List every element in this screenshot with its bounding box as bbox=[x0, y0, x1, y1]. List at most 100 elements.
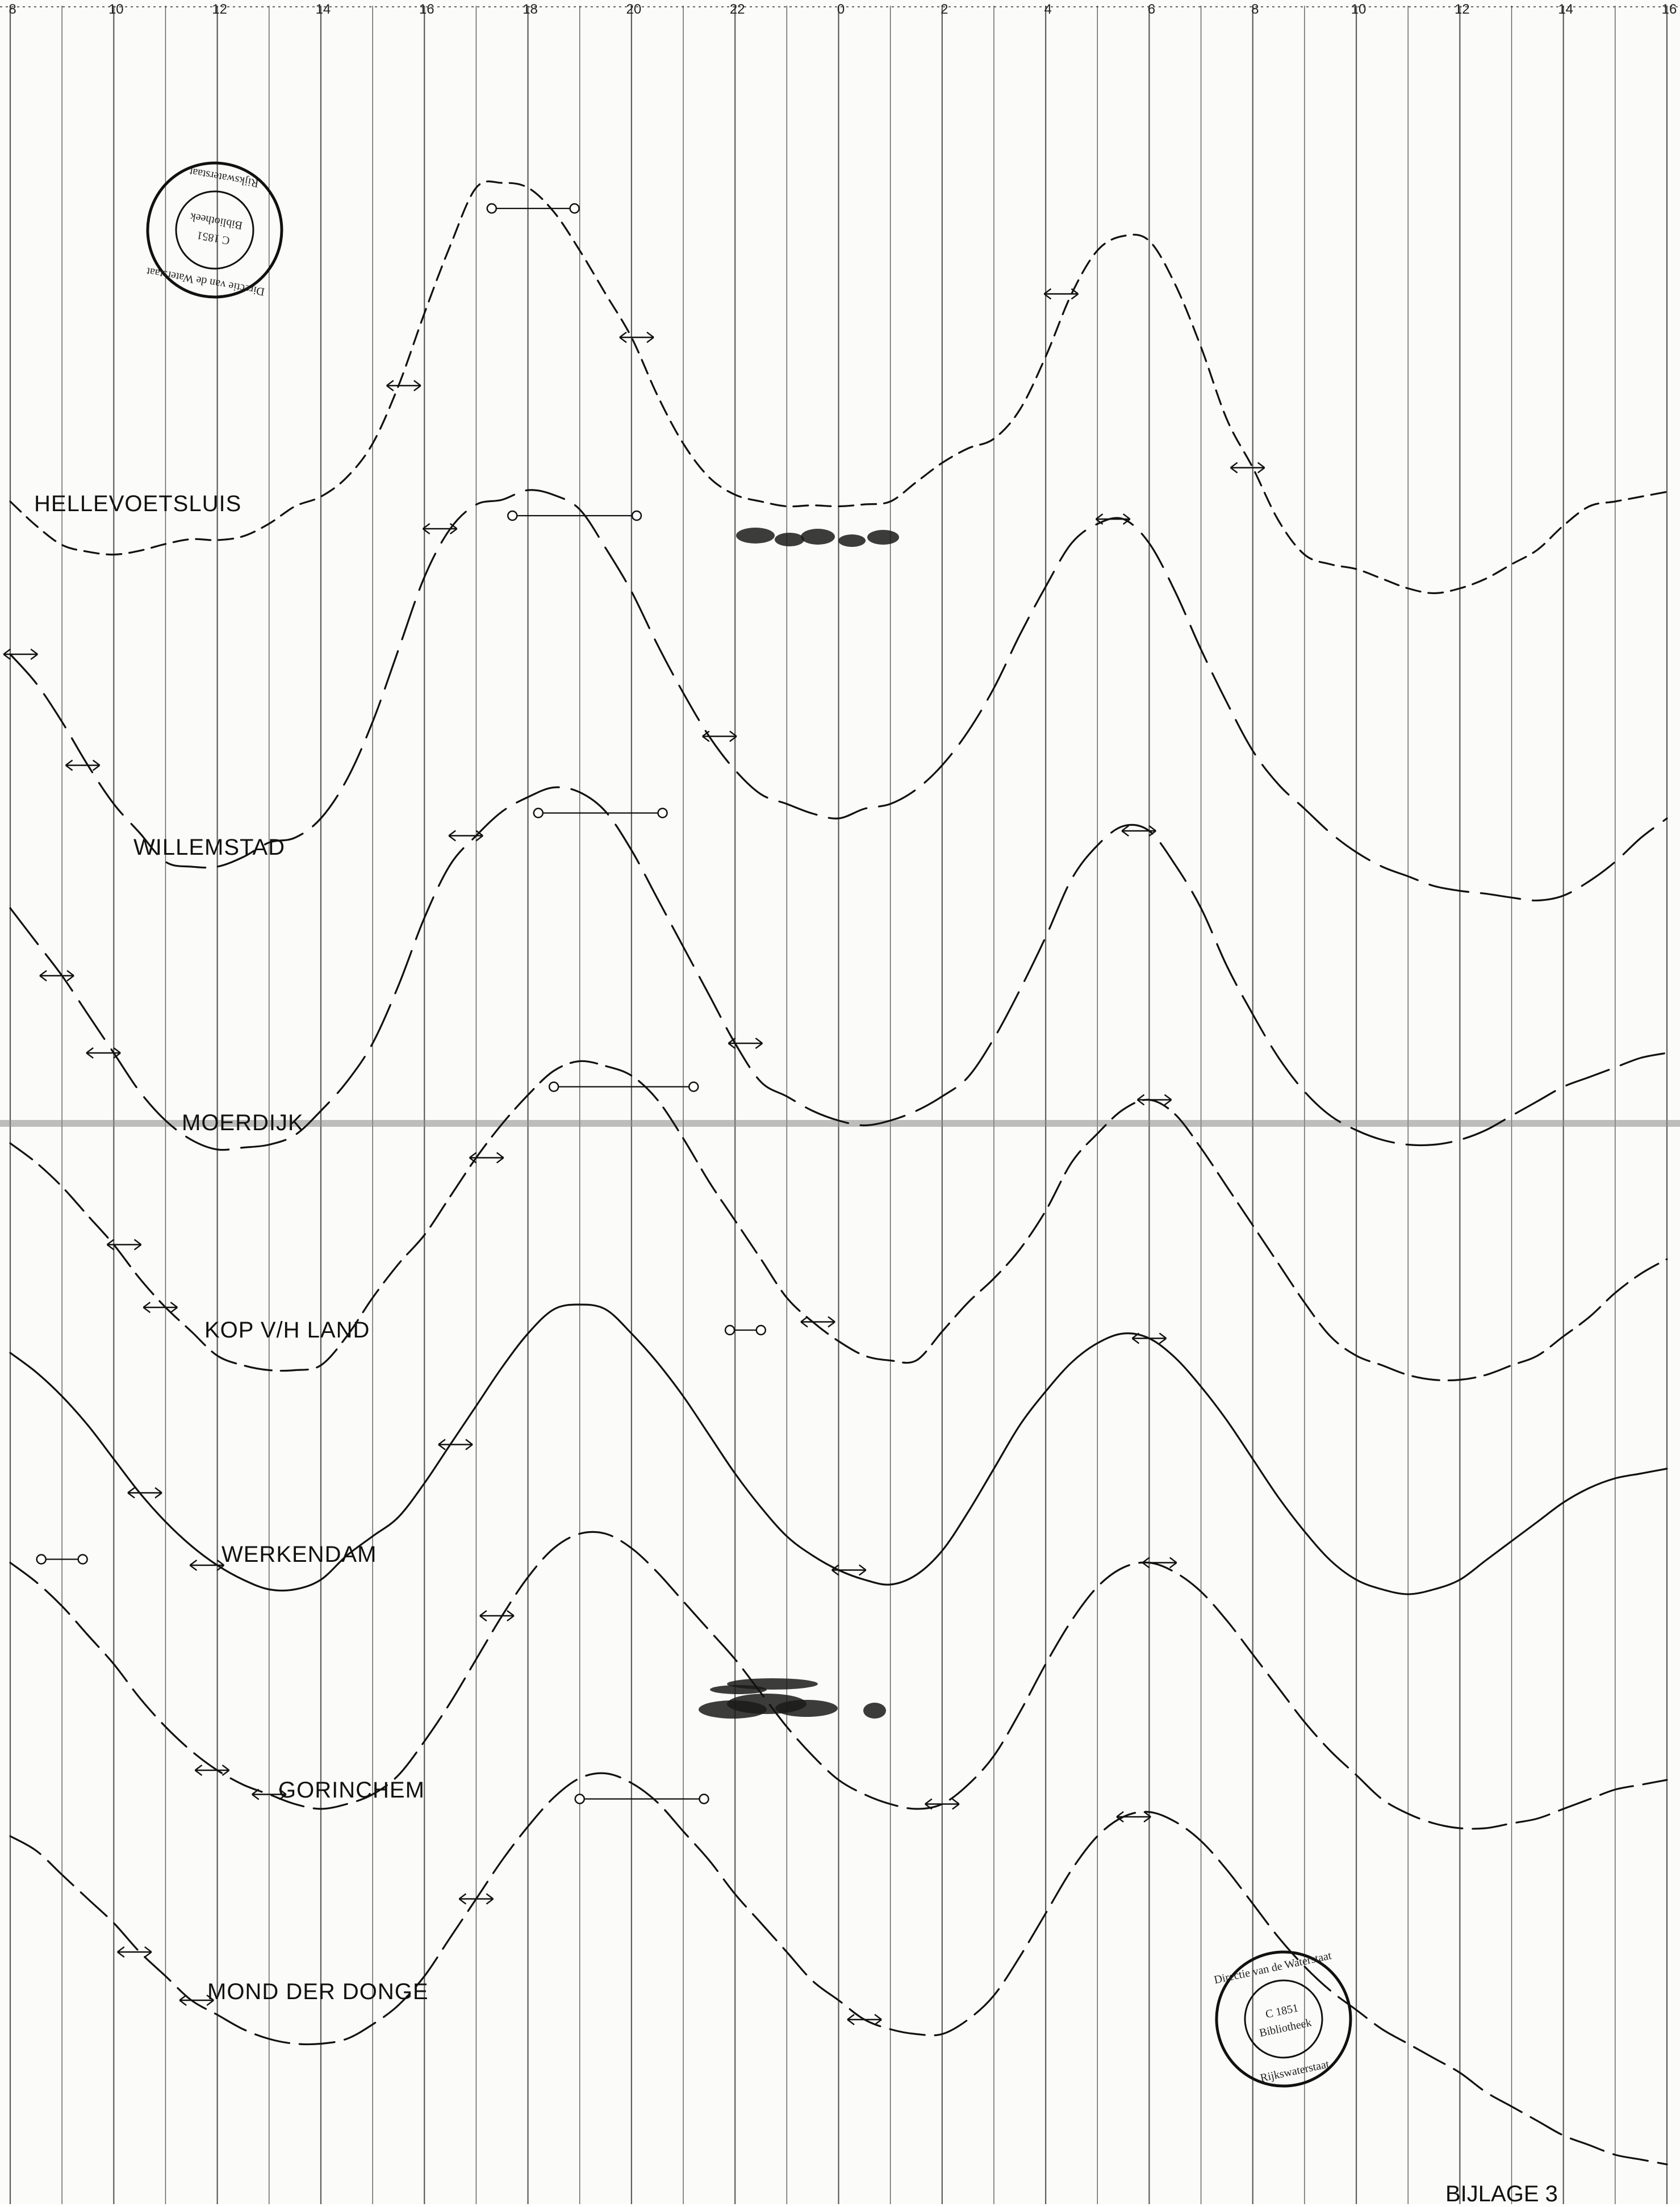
half-tide-arrow bbox=[386, 380, 421, 391]
half-tide-arrow bbox=[252, 1788, 287, 1800]
half-tide-arrow bbox=[179, 1995, 214, 2006]
x-tick-label: 14 bbox=[1558, 2, 1573, 17]
high-water-interval-end bbox=[724, 1324, 735, 1336]
station-labels: HELLEVOETSLUIS WILLEMSTAD MOERDIJK KOP V/H … bbox=[34, 491, 429, 2004]
half-tide-arrow bbox=[65, 759, 101, 771]
half-tide-arrow bbox=[422, 523, 458, 534]
high-water-interval-end bbox=[548, 1081, 559, 1092]
half-tide-arrow bbox=[106, 1239, 142, 1251]
half-tide-arrow bbox=[1043, 288, 1079, 300]
tide-curve bbox=[9, 489, 1668, 902]
stamp-top-text-4: Rijkswaterstaat bbox=[188, 165, 260, 190]
half-tide-arrow bbox=[1142, 1557, 1177, 1569]
tide-curve bbox=[9, 180, 1668, 595]
series-werkendam bbox=[9, 1303, 1668, 1595]
half-tide-arrow bbox=[117, 1946, 152, 1958]
station-label: KOP V/H LAND bbox=[204, 1318, 370, 1343]
x-tick-label: 12 bbox=[1455, 2, 1470, 17]
stamp-bottom-text-4: Rijkswaterstaat bbox=[1259, 2058, 1331, 2084]
x-tick-label: 4 bbox=[1044, 2, 1051, 17]
half-tide-arrow bbox=[1116, 1811, 1151, 1823]
station-label: WILLEMSTAD bbox=[133, 835, 285, 860]
half-tide-arrow bbox=[143, 1302, 178, 1313]
high-water-interval-end bbox=[36, 1554, 47, 1565]
half-tide-arrow bbox=[469, 1152, 504, 1164]
half-tide-arrow bbox=[458, 1893, 494, 1905]
series-mond-der-donge bbox=[9, 1772, 1668, 2166]
high-water-interval-end bbox=[574, 1794, 585, 1804]
half-tide-arrow bbox=[127, 1487, 162, 1499]
station-label: MOERDIJK bbox=[182, 1110, 304, 1135]
half-tide-arrow bbox=[619, 332, 654, 343]
series-kop-v-h-land bbox=[9, 1060, 1668, 1382]
high-water-interval-end bbox=[657, 808, 668, 818]
stamp-top-text-2: C 1851 bbox=[196, 229, 231, 247]
high-water-interval-end bbox=[77, 1554, 88, 1565]
x-tick-label: 20 bbox=[626, 2, 642, 17]
half-tide-arrow bbox=[189, 1560, 225, 1571]
high-water-interval-end bbox=[688, 1081, 699, 1092]
stamp-bottom-text-1: Directie van de Waterstaat bbox=[1213, 1949, 1333, 1986]
x-tick-label: 12 bbox=[212, 2, 227, 17]
high-water-interval-end bbox=[533, 808, 544, 818]
tide-curve bbox=[9, 1531, 1668, 1830]
half-tide-arrow bbox=[1121, 825, 1156, 837]
half-tide-arrow bbox=[1230, 462, 1265, 474]
half-tide-arrow bbox=[3, 649, 38, 660]
half-tide-arrow bbox=[194, 1765, 230, 1776]
half-tide-arrow bbox=[702, 730, 737, 742]
x-tick-label: 8 bbox=[1251, 2, 1259, 17]
high-water-interval-end bbox=[569, 203, 580, 214]
half-tide-arrow bbox=[1136, 1094, 1172, 1106]
ink-stain bbox=[775, 533, 804, 546]
x-tick-label: 2 bbox=[941, 2, 948, 17]
high-water-interval-end bbox=[631, 510, 642, 521]
half-tide-arrow bbox=[448, 830, 483, 842]
half-tide-arrow bbox=[925, 1798, 960, 1810]
half-tide-arrow bbox=[39, 970, 74, 981]
high-water-interval-end bbox=[755, 1324, 767, 1336]
fold-crease bbox=[0, 1120, 1680, 1127]
x-tick-label: 6 bbox=[1148, 2, 1155, 17]
station-label: GORINCHEM bbox=[278, 1778, 425, 1803]
tide-curve bbox=[9, 786, 1668, 1151]
half-tide-arrow bbox=[1095, 513, 1131, 525]
vertical-grid bbox=[0, 6, 1680, 2204]
ink-stain bbox=[710, 1685, 767, 1694]
x-tick-label: 10 bbox=[1351, 2, 1366, 17]
series-willemstad bbox=[3, 489, 1668, 902]
series-gorinchem bbox=[9, 1531, 1668, 1830]
stamp-bottom-text-2: C 1851 bbox=[1264, 2001, 1299, 2021]
ink-stain bbox=[838, 534, 866, 547]
stamp-top-text-3: Bibliotheek bbox=[189, 210, 244, 232]
paper-stains bbox=[0, 528, 1680, 1719]
ink-stain bbox=[863, 1703, 886, 1719]
appendix-label: BIJLAGE 3 bbox=[1445, 2181, 1558, 2204]
high-water-interval-end bbox=[486, 203, 498, 214]
ink-stain bbox=[736, 528, 775, 544]
series-moerdijk bbox=[9, 786, 1668, 1151]
high-water-interval-end bbox=[699, 1794, 709, 1804]
tide-series bbox=[3, 180, 1668, 2166]
station-label: MOND DER DONGE bbox=[207, 1979, 429, 2004]
ink-stain bbox=[867, 530, 899, 545]
x-tick-label: 14 bbox=[316, 2, 331, 17]
half-tide-arrow bbox=[438, 1439, 473, 1451]
x-tick-label: 8 bbox=[9, 2, 16, 17]
half-tide-arrow bbox=[479, 1610, 515, 1621]
x-tick-label: 22 bbox=[730, 2, 745, 17]
x-tick-label: 0 bbox=[837, 2, 845, 17]
half-tide-arrow bbox=[847, 2014, 882, 2025]
tide-curve bbox=[9, 1303, 1668, 1595]
station-label: HELLEVOETSLUIS bbox=[34, 491, 241, 516]
x-tick-label: 16 bbox=[419, 2, 434, 17]
x-tick-label: 16 bbox=[1662, 2, 1677, 17]
ink-stain bbox=[775, 1700, 838, 1717]
tide-curve bbox=[9, 1060, 1668, 1382]
series-hellevoetsluis bbox=[9, 180, 1668, 595]
half-tide-arrow bbox=[86, 1047, 121, 1059]
tide-curve bbox=[9, 1772, 1668, 2166]
x-axis-tick-labels: 8 10 12 14 16 18 20 22 0 2 4 6 8 10 12 14 16 bbox=[9, 2, 1677, 17]
x-tick-label: 18 bbox=[523, 2, 538, 17]
